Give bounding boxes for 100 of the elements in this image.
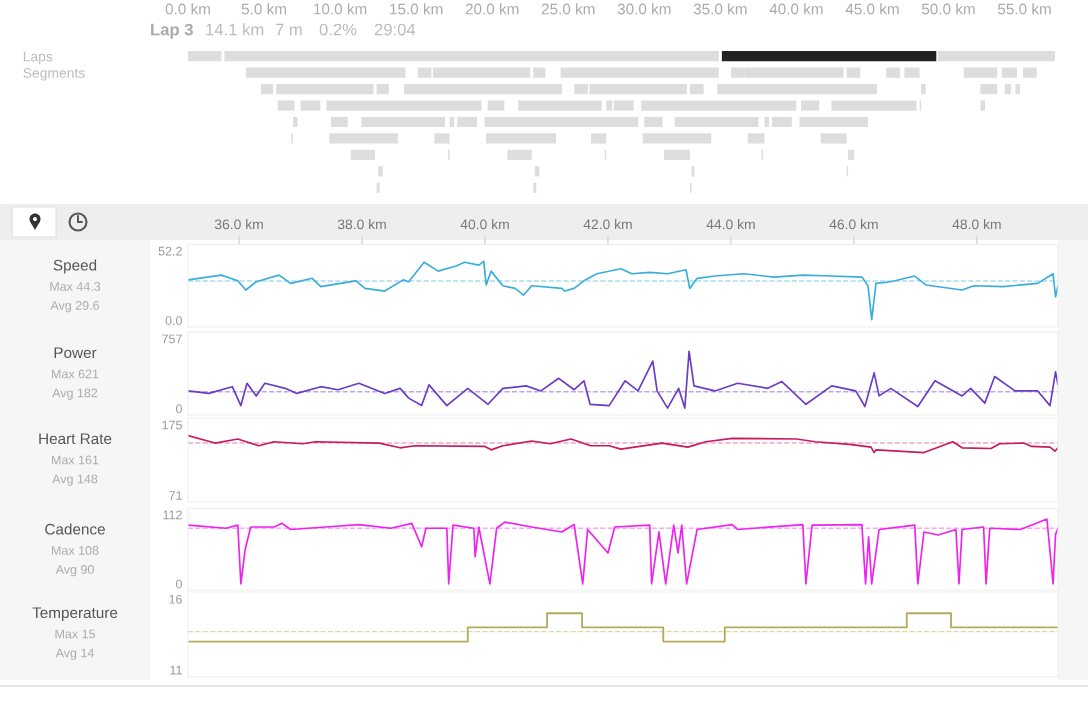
x-tick-label: 45.0 km: [845, 3, 899, 15]
text: Avg 90: [55, 565, 94, 577]
bar: [417, 67, 432, 78]
x-tick-label: 55.0 km: [997, 3, 1051, 15]
x-tick-label: 38.0 km: [337, 219, 386, 230]
bar: [799, 116, 868, 128]
y-axis-title: Speed: [53, 259, 97, 274]
text: Avg 182: [52, 388, 98, 400]
bar: [276, 84, 374, 95]
bar: [261, 84, 274, 95]
x-tick-label: 40.0 km: [769, 3, 823, 15]
y-axis-title: Power: [54, 347, 97, 359]
bar: [300, 100, 321, 111]
bar: [664, 149, 690, 160]
line-series: [188, 350, 1058, 409]
bar: [772, 116, 792, 128]
y-tick-label: 52.2: [158, 246, 182, 256]
line-series: [188, 518, 1058, 585]
bar: [434, 133, 450, 144]
x-tick-label: 40.0 km: [460, 219, 509, 230]
bar: [457, 116, 477, 128]
x-tick-label: 35.0 km: [693, 3, 747, 15]
y-tick-label: 71: [169, 491, 182, 500]
x-tick-label: 50.0 km: [921, 3, 975, 15]
bar: [487, 100, 505, 111]
y-tick-label: 175: [162, 420, 182, 430]
bar: [361, 116, 446, 128]
bar: [330, 116, 348, 128]
x-tick-label: 46.0 km: [829, 219, 878, 230]
bar: [292, 116, 298, 128]
bar: [846, 67, 861, 78]
bar: [486, 133, 557, 144]
text: Max 108: [52, 546, 99, 555]
bar: [980, 84, 998, 95]
bar: [326, 100, 482, 111]
bar: [507, 149, 532, 160]
y-tick-label: 16: [169, 594, 182, 604]
bar: [560, 67, 719, 78]
bar: [747, 133, 765, 144]
chart-title: Lap 3: [151, 23, 193, 39]
bar: [224, 51, 719, 62]
text: Max 44.3: [50, 282, 101, 291]
text: Avg 14: [55, 648, 94, 660]
y-tick-label: 0: [175, 404, 182, 414]
x-tick-label: 44.0 km: [706, 219, 755, 230]
bar: [904, 67, 920, 78]
bar: [691, 166, 695, 177]
bar: [484, 116, 639, 128]
text: Max 161: [52, 455, 99, 465]
bar: [642, 133, 712, 144]
y-axis-title: Temperature: [32, 607, 118, 622]
bar: [533, 182, 537, 193]
x-tick-label: 0.0 km: [165, 3, 210, 15]
bar: [1015, 84, 1020, 95]
bar: [886, 67, 900, 78]
bar: [1004, 84, 1011, 95]
x-tick-label: 36.0 km: [214, 219, 263, 230]
x-tick-label: 15.0 km: [390, 3, 443, 15]
y-tick-label: Laps: [23, 51, 53, 65]
bar: [764, 116, 770, 128]
y-axis-title: Heart Rate: [39, 433, 112, 445]
text: Avg 148: [52, 474, 98, 486]
bar: [403, 84, 563, 95]
y-tick-label: Segments: [23, 68, 85, 81]
bar: [641, 100, 797, 111]
bar: [644, 116, 663, 128]
text: 0.2%: [319, 23, 357, 36]
bar: [518, 100, 602, 111]
y-tick-label: 0.0: [165, 316, 182, 325]
x-tick-label: 30.0 km: [617, 3, 671, 15]
y-tick-label: 757: [162, 334, 182, 344]
bar: [350, 149, 376, 160]
y-axis-title: Cadence: [45, 523, 105, 535]
bar: [1023, 67, 1037, 78]
bar: [717, 84, 877, 95]
bar: [533, 67, 546, 78]
text: 14.1 km: [206, 23, 264, 36]
x-tick-label: 48.0 km: [952, 219, 1001, 230]
text: 29:04: [374, 23, 416, 36]
bar: [378, 166, 383, 177]
bar: [937, 51, 1055, 62]
bar: [606, 100, 613, 111]
line-series: [188, 260, 1058, 321]
bar: [277, 100, 295, 111]
bar: [329, 133, 398, 144]
bar: [613, 100, 634, 111]
bar: [980, 100, 985, 111]
bar: [820, 133, 847, 144]
text: Avg 29.6: [50, 301, 100, 313]
bar: [674, 116, 759, 128]
bar: [921, 84, 926, 95]
line-series: [188, 434, 1058, 454]
bar: [721, 51, 937, 62]
bar: [188, 51, 222, 62]
bar: [963, 67, 998, 78]
bar: [689, 84, 704, 95]
bar: [831, 100, 917, 111]
text: Max 15: [55, 629, 95, 639]
text: Max 621: [52, 369, 99, 379]
bar: [589, 84, 687, 95]
